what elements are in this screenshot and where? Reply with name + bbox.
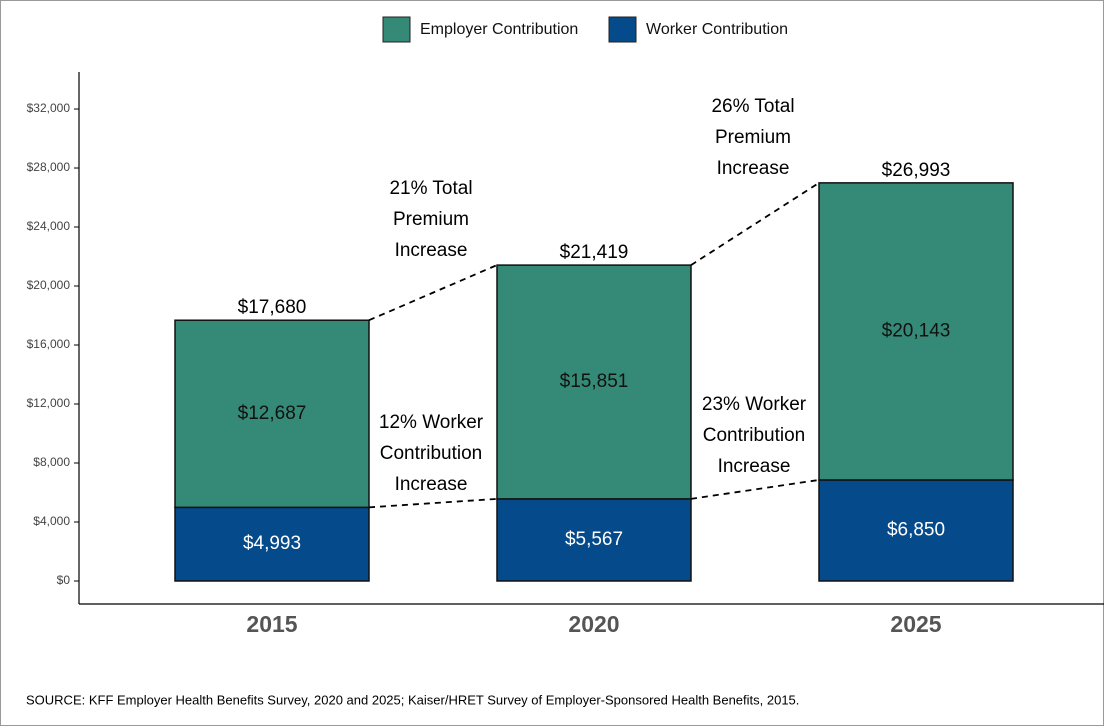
bar-segment [496,264,692,500]
value-label: $20,143 [882,320,951,341]
annotation: 21% Total [389,178,472,199]
total-label: $17,680 [238,297,307,318]
total-connector [690,182,820,266]
bar-segment [174,506,370,582]
y-tick-label: $4,000 [33,514,70,528]
bar-segment [174,319,370,509]
annotation: Premium [393,209,469,230]
bar-segment [818,182,1014,481]
y-tick-label: $16,000 [27,337,71,351]
y-tick-label: $32,000 [27,101,71,115]
value-label: $6,850 [887,519,945,540]
legend-swatch [382,16,411,43]
x-tick-label: 2015 [246,611,297,637]
source: SOURCE: KFF Employer Health Benefits Sur… [26,692,799,707]
annotation: Premium [715,127,791,148]
annotation: 23% Worker [702,394,807,415]
value-label: $15,851 [560,371,629,392]
annotation: Contribution [703,425,805,446]
y-tick-label: $28,000 [27,160,71,174]
legend-label: Employer Contribution [420,21,578,38]
annotation: Increase [718,456,791,477]
annotation: 12% Worker [379,412,484,433]
annotation: 26% Total [711,96,794,117]
y-tick-label: $20,000 [27,278,71,292]
annotation: Increase [395,474,468,495]
x-tick-label: 2025 [890,611,941,637]
annotation: Increase [395,240,468,261]
total-label: $26,993 [882,160,951,181]
value-label: $5,567 [565,529,623,550]
bar-segment [496,498,692,582]
y-tick-label: $12,000 [27,396,71,410]
total-connector [368,264,498,322]
x-tick-label: 2020 [568,611,619,637]
value-label: $12,687 [238,403,307,424]
y-tick-label: $0 [57,573,71,587]
y-tick-label: $24,000 [27,219,71,233]
y-tick-label: $8,000 [33,455,70,469]
annotation: Contribution [380,443,482,464]
legend-swatch [608,16,637,43]
total-label: $21,419 [560,242,629,263]
value-label: $4,993 [243,533,301,554]
legend-label: Worker Contribution [646,21,788,38]
annotation: Increase [717,158,790,179]
